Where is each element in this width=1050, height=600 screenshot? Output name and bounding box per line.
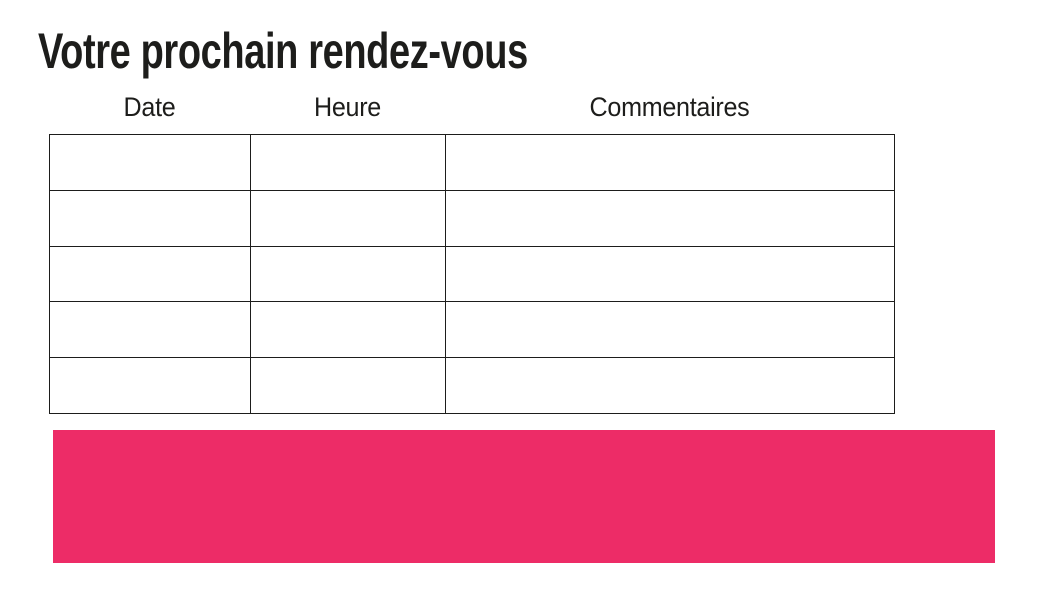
table-row: [49, 189, 895, 247]
table-row: [49, 301, 895, 359]
table-cell: [445, 134, 895, 191]
table-header-row: Date Heure Commentaires: [49, 92, 894, 123]
table-cell: [49, 189, 251, 247]
column-header-date: Date: [123, 92, 176, 122]
pink-banner: [53, 430, 995, 563]
page-title: Votre prochain rendez-vous: [38, 23, 528, 79]
column-header-commentaires: Commentaires: [589, 92, 750, 122]
table-cell: [250, 134, 446, 191]
table-cell: [250, 301, 446, 359]
table-cell: [250, 189, 446, 247]
table-cell: [445, 189, 895, 247]
table-cell: [49, 301, 251, 359]
table-cell: [49, 134, 251, 191]
table-cell: [445, 301, 895, 359]
table-row: [49, 245, 895, 303]
table-cell: [250, 357, 446, 414]
appointments-table-body: [49, 134, 895, 414]
table-cell: [445, 357, 895, 414]
table-cell: [49, 357, 251, 414]
table-cell: [445, 245, 895, 303]
table-cell: [49, 245, 251, 303]
appointments-table: [49, 134, 895, 414]
table-row: [49, 134, 895, 191]
table-cell: [250, 245, 446, 303]
table-row: [49, 357, 895, 414]
column-header-heure: Heure: [313, 92, 381, 122]
